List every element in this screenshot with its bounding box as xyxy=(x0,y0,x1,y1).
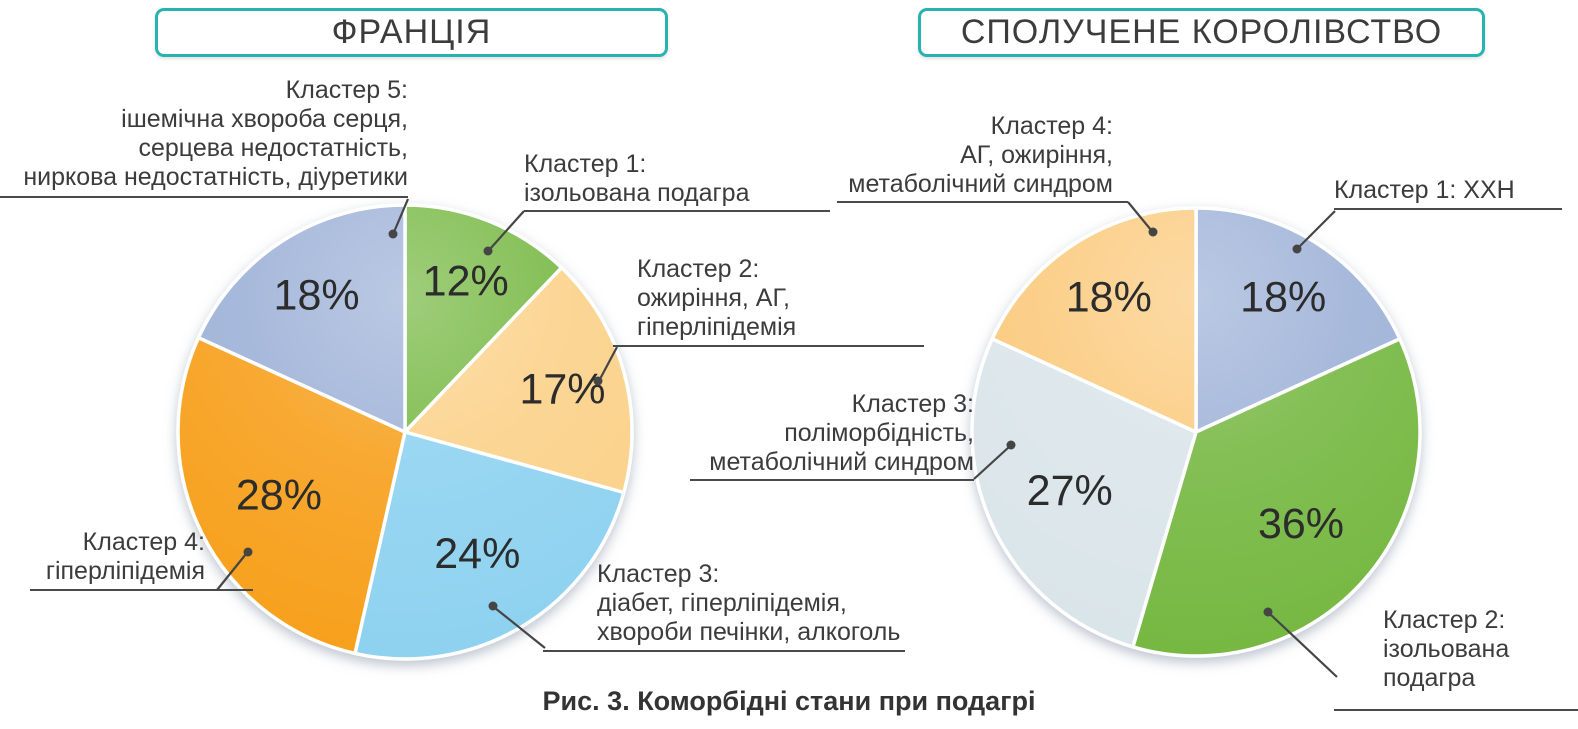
pie-fr-value-label-3: 24% xyxy=(434,530,520,578)
uk-callout-cluster4: Кластер 4: АГ, ожиріння, метаболічний си… xyxy=(837,112,1128,203)
fr-cluster5-connector-dot xyxy=(388,229,398,239)
fr-callout-cluster4: Кластер 4: гіперліпідемія xyxy=(30,528,253,591)
uk-cluster1-connector-line xyxy=(1298,210,1336,248)
fr-cluster1-connector-line xyxy=(489,210,525,250)
fr-cluster2-connector-line xyxy=(599,346,618,380)
fr-callout-cluster1: Кластер 1: ізольована подагра xyxy=(524,150,830,212)
pie-uk-gloss xyxy=(972,208,1420,656)
uk-cluster2-connector-dot xyxy=(1263,607,1273,617)
pie-uk-value-label-4: 18% xyxy=(1066,273,1152,321)
uk-callout-cluster1: Кластер 1: ХХН xyxy=(1334,176,1562,210)
uk-cluster4-connector-line xyxy=(1127,201,1152,231)
fr-cluster4-connector-line xyxy=(216,553,247,591)
uk-cluster3-connector-dot xyxy=(1006,440,1016,450)
pie-fr-gloss xyxy=(178,205,632,659)
uk-callout-cluster2: Кластер 2: ізольована подагра xyxy=(1334,606,1578,711)
fr-cluster4-connector-dot xyxy=(243,547,253,557)
pie-fr-value-label-1: 12% xyxy=(423,257,509,305)
fr-cluster3-connector-dot xyxy=(488,601,498,611)
pie-uk-value-label-1: 18% xyxy=(1240,273,1326,321)
fr-cluster5-connector-line xyxy=(392,198,410,233)
pie-chart-uk: 18% 36% 27% 18% xyxy=(970,206,1422,658)
uk-callout-cluster3: Кластер 3: поліморбідність, метаболічний… xyxy=(690,390,974,481)
pie-chart-france: 12% 17% 24% 28% 18% xyxy=(176,203,634,661)
fr-cluster3-connector-line xyxy=(494,607,546,649)
fr-callout-cluster5: Кластер 5: ішемічна хвороба серця, серце… xyxy=(0,76,408,198)
pie-fr-value-label-5: 18% xyxy=(274,272,360,320)
chart-title-france: ФРАНЦІЯ xyxy=(155,8,668,57)
pie-uk-value-label-2: 36% xyxy=(1258,500,1344,548)
chart-title-uk: СПОЛУЧЕНЕ КОРОЛІВСТВО xyxy=(918,8,1485,57)
figure-caption: Рис. 3. Коморбідні стани при подагрі xyxy=(542,686,1036,716)
uk-cluster2-connector-line xyxy=(1269,613,1338,678)
fr-callout-cluster2: Кластер 2: ожиріння, АГ, гіперліпідемія xyxy=(613,255,924,347)
uk-cluster4-connector-dot xyxy=(1148,227,1158,237)
fr-cluster1-connector-dot xyxy=(483,246,493,256)
uk-cluster1-connector-dot xyxy=(1292,244,1302,254)
pie-fr-value-label-2: 17% xyxy=(519,365,605,413)
fr-callout-cluster3: Кластер 3: діабет, гіперліпідемія, хворо… xyxy=(543,560,905,652)
fr-cluster2-connector-dot xyxy=(593,376,603,386)
callout-connectors xyxy=(216,198,1338,678)
pie-fr-value-label-4: 28% xyxy=(236,472,322,520)
pie-uk-value-label-3: 27% xyxy=(1027,467,1113,515)
uk-cluster3-connector-line xyxy=(973,446,1010,480)
